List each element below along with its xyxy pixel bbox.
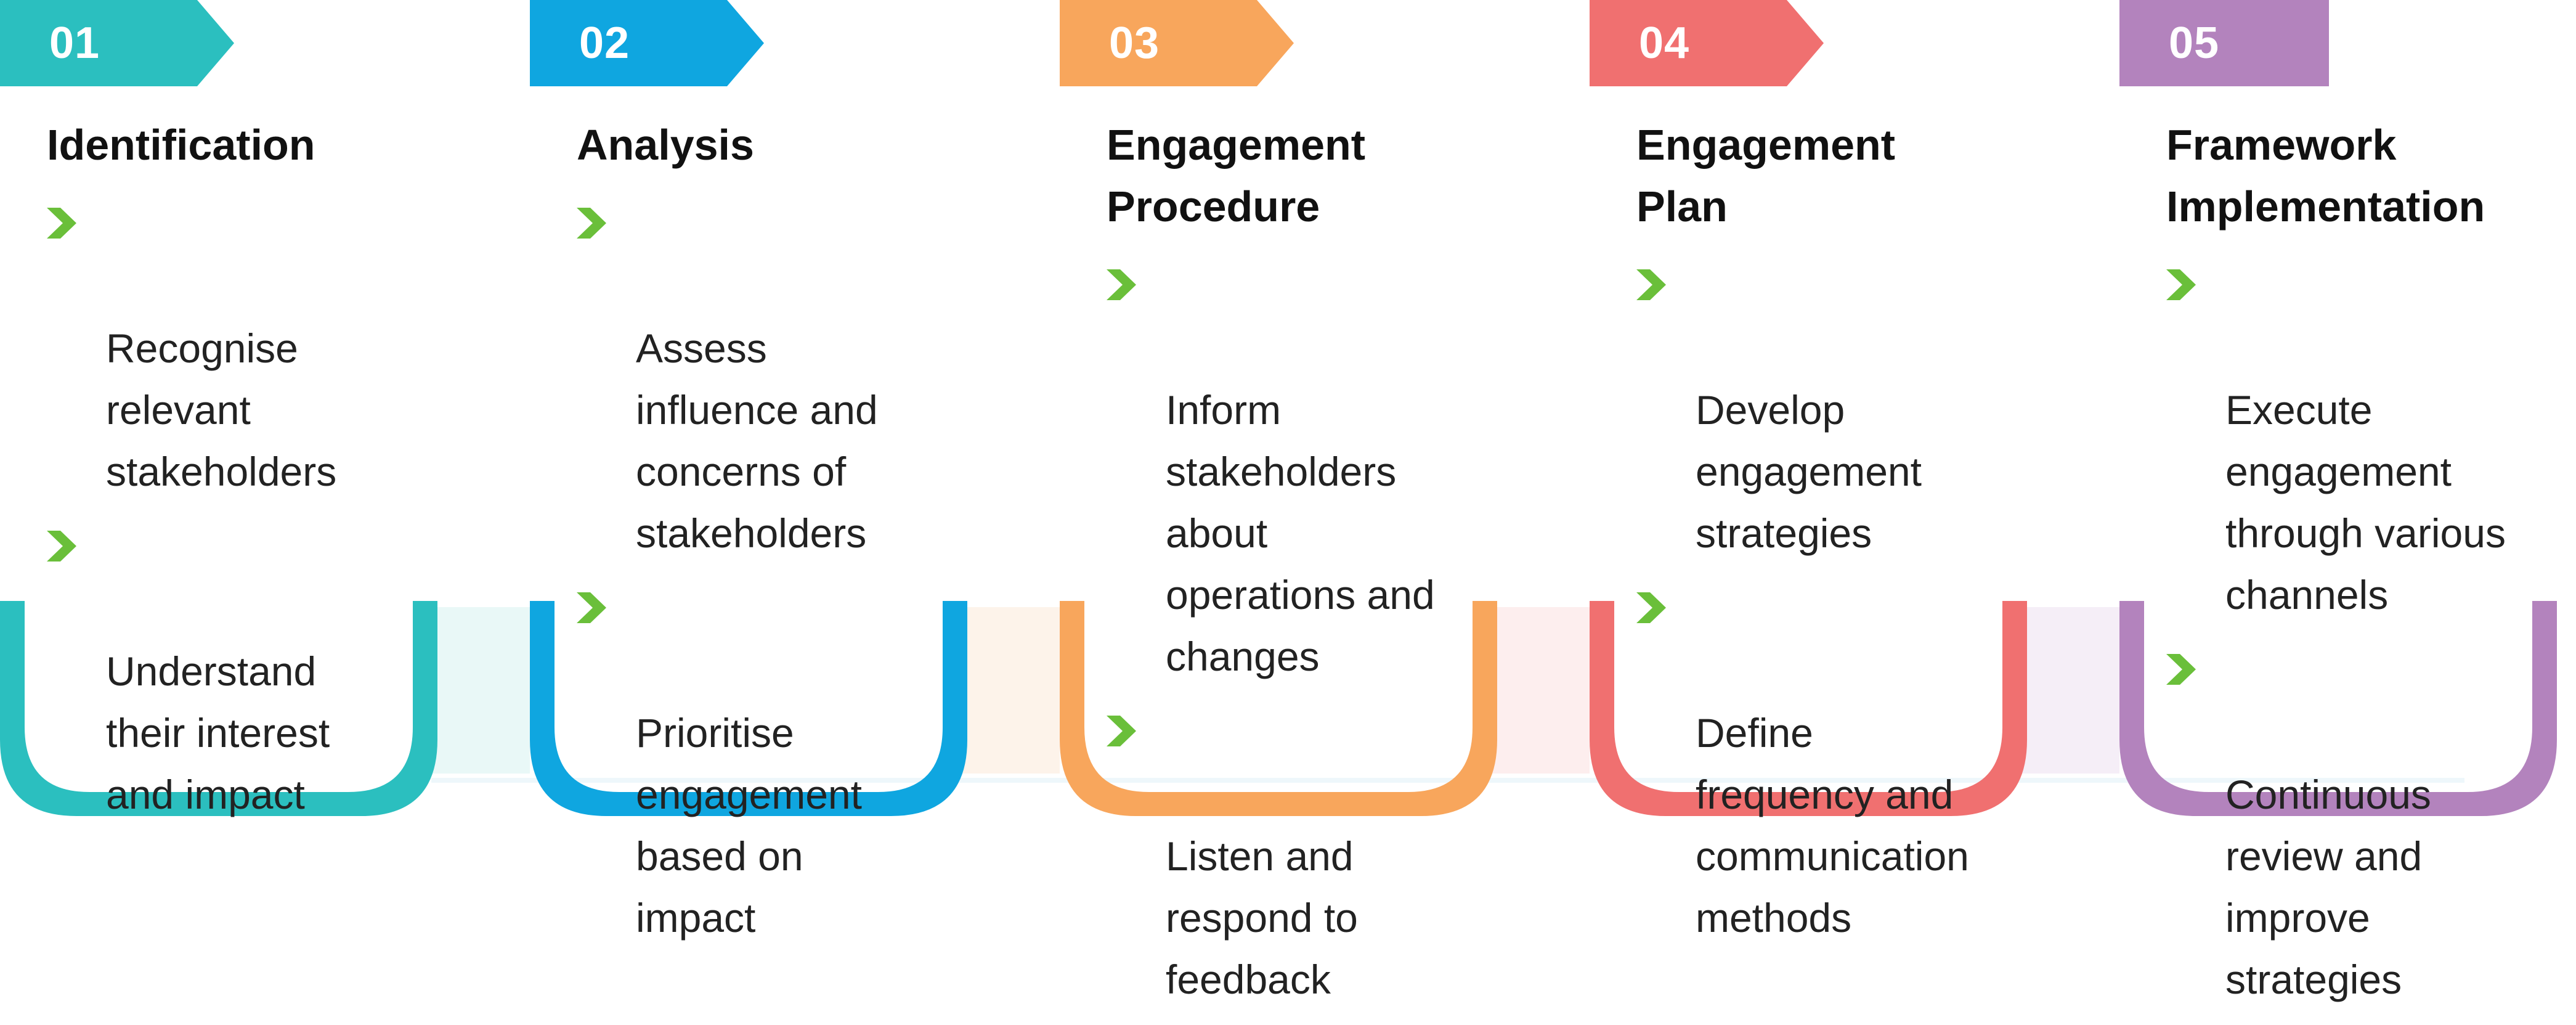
chevron-right-icon xyxy=(47,208,76,239)
step-3-bullet-1-text: Inform stakeholders about operations and… xyxy=(1166,387,1435,679)
step-5-bullets: Execute engagement through various chann… xyxy=(2166,256,2561,1010)
step-2-bullet-2: Prioritise engagement based on impact xyxy=(577,579,971,949)
step-2: 02 Analysis Assess influence and concern… xyxy=(530,0,973,941)
step-3-bowl xyxy=(1060,601,1497,816)
connector-band xyxy=(431,607,2464,783)
chevron-right-icon xyxy=(577,208,606,239)
step-2-bullet-2-text: Prioritise engagement based on impact xyxy=(636,710,862,941)
step-2-title: Analysis xyxy=(577,121,754,169)
step-3-bullets: Inform stakeholders about operations and… xyxy=(1107,256,1501,1010)
step-3-bullet-1: Inform stakeholders about operations and… xyxy=(1107,256,1501,687)
step-2-bullet-1: Assess influence and concerns of stakeho… xyxy=(577,194,971,564)
chevron-right-icon xyxy=(2166,269,2196,300)
step-5-number: 05 xyxy=(2169,18,2220,68)
chevron-right-icon xyxy=(2166,654,2196,685)
step-4-bowl xyxy=(1590,601,2027,816)
step-1-title: Identification xyxy=(47,121,315,169)
step-5-bullet-2: Continuous review and improve strategies xyxy=(2166,640,2561,1010)
step-1-bowl xyxy=(0,601,437,816)
step-2-bullet-1-text: Assess influence and concerns of stakeho… xyxy=(636,325,878,556)
step-2-number: 02 xyxy=(579,18,630,68)
step-4-bullet-2-text: Define frequency and communication metho… xyxy=(1696,710,1969,941)
step-4: 04 Engagement Plan Develop engagement st… xyxy=(1590,0,2033,941)
step-4-bullets: Develop engagement strategies Define fre… xyxy=(1636,256,2031,949)
step-5-tab xyxy=(2119,0,2329,86)
step-1-number: 01 xyxy=(49,18,100,68)
chevron-right-icon xyxy=(47,531,76,562)
step-3-number: 03 xyxy=(1109,18,1160,68)
step-3-title: Engagement Procedure xyxy=(1107,121,1366,231)
chevron-right-icon xyxy=(1107,716,1136,746)
step-4-tab xyxy=(1590,0,1824,86)
step-1-bullets: Recognise relevant stakeholders Understa… xyxy=(47,194,441,825)
step-3-tab xyxy=(1060,0,1294,86)
step-3-bullet-2: Listen and respond to feedback xyxy=(1107,702,1501,1010)
chevron-right-icon xyxy=(1636,269,1666,300)
step-4-number: 04 xyxy=(1639,18,1690,68)
step-4-bullet-1: Develop engagement strategies xyxy=(1636,256,2031,564)
chevron-right-icon xyxy=(577,592,606,623)
step-5-bowl xyxy=(2119,601,2557,816)
chevron-right-icon xyxy=(1636,592,1666,623)
step-1-tab xyxy=(0,0,234,86)
step-1-bullet-1: Recognise relevant stakeholders xyxy=(47,194,441,502)
step-2-tab xyxy=(530,0,764,86)
step-1-bullet-1-text: Recognise relevant stakeholders xyxy=(106,325,337,494)
step-5-title: Framework Implementation xyxy=(2166,121,2485,231)
step-3: 03 Engagement Procedure Inform stakehold… xyxy=(1060,0,1503,1002)
step-3-bullet-2-text: Listen and respond to feedback xyxy=(1166,833,1358,1002)
chevron-right-icon xyxy=(1107,269,1136,300)
step-2-bowl xyxy=(530,601,967,816)
step-1-bullet-2-text: Understand their interest and impact xyxy=(106,648,330,817)
step-5: 05 Framework Implementation Execute enga… xyxy=(2119,0,2563,1002)
step-5-bullet-1-text: Execute engagement through various chann… xyxy=(2225,387,2506,618)
step-4-title: Engagement Plan xyxy=(1636,121,1896,231)
step-5-bullet-2-text: Continuous review and improve strategies xyxy=(2225,772,2431,1002)
step-4-bullet-2: Define frequency and communication metho… xyxy=(1636,579,2031,949)
step-1: 01 Identification Recognise relevant sta… xyxy=(0,0,444,817)
step-4-bullet-1-text: Develop engagement strategies xyxy=(1696,387,1922,556)
step-5-bullet-1: Execute engagement through various chann… xyxy=(2166,256,2561,626)
step-1-bullet-2: Understand their interest and impact xyxy=(47,517,441,825)
step-2-bullets: Assess influence and concerns of stakeho… xyxy=(577,194,971,949)
